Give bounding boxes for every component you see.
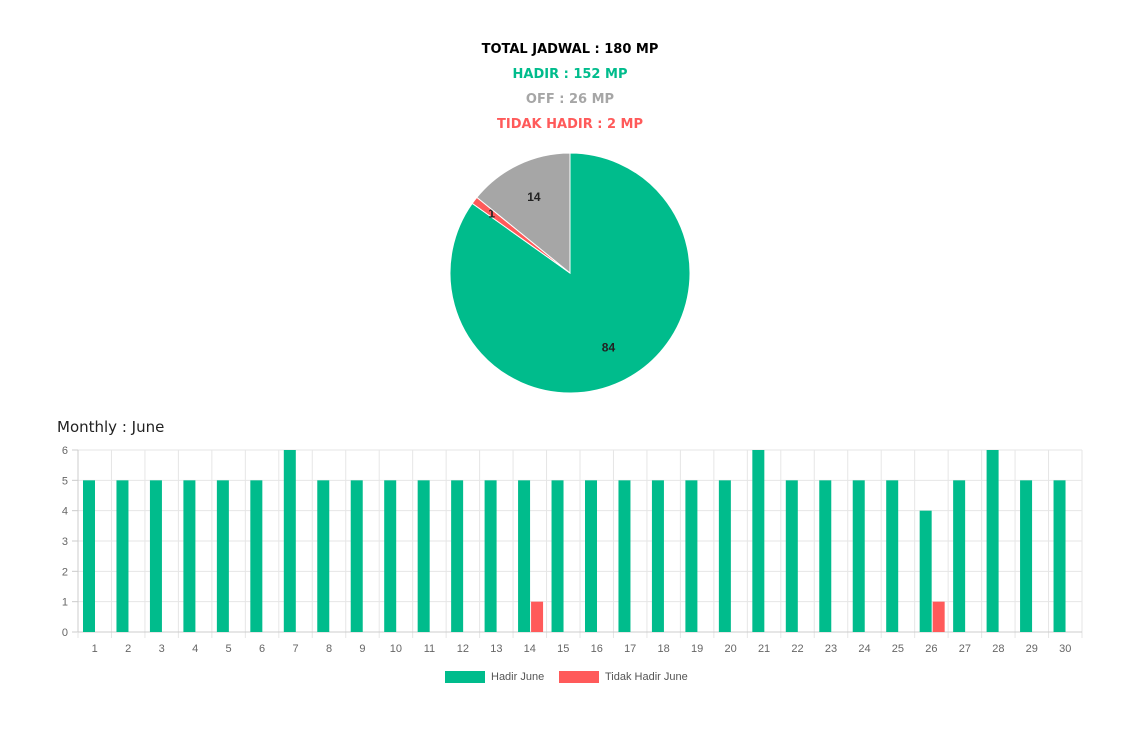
x-tick-label: 5 bbox=[226, 643, 232, 655]
x-tick-label: 28 bbox=[992, 643, 1004, 655]
bar-hadir[interactable] bbox=[518, 480, 531, 632]
x-tick-label: 25 bbox=[892, 643, 904, 655]
y-tick-label: 1 bbox=[62, 597, 68, 609]
y-tick-label: 6 bbox=[62, 445, 68, 457]
x-tick-label: 12 bbox=[457, 643, 469, 655]
x-tick-label: 6 bbox=[259, 643, 265, 655]
bar-hadir[interactable] bbox=[149, 480, 162, 632]
x-tick-label: 22 bbox=[791, 643, 803, 655]
legend-label-hadir: Hadir June bbox=[491, 671, 545, 683]
x-tick-label: 3 bbox=[159, 643, 165, 655]
x-tick-label: 4 bbox=[192, 643, 198, 655]
monthly-chart-title: Monthly : June bbox=[57, 418, 165, 436]
x-tick-label: 13 bbox=[490, 643, 502, 655]
bar-hadir[interactable] bbox=[250, 480, 263, 632]
bar-hadir[interactable] bbox=[852, 480, 865, 632]
bar-hadir[interactable] bbox=[785, 480, 798, 632]
legend-item-hadir[interactable]: Hadir June bbox=[445, 671, 544, 683]
x-tick-label: 17 bbox=[624, 643, 636, 655]
present-label: HADIR : 152 MP bbox=[512, 67, 628, 82]
x-tick-label: 26 bbox=[925, 643, 937, 655]
x-tick-label: 30 bbox=[1059, 643, 1071, 655]
bar-tidak-hadir[interactable] bbox=[932, 601, 945, 632]
bar-hadir[interactable] bbox=[551, 480, 564, 632]
x-tick-label: 8 bbox=[326, 643, 332, 655]
bar-hadir[interactable] bbox=[953, 480, 966, 632]
bar-hadir[interactable] bbox=[919, 510, 932, 632]
legend-swatch-tidak-hadir bbox=[559, 671, 599, 683]
bar-hadir[interactable] bbox=[216, 480, 229, 632]
bar-hadir[interactable] bbox=[1053, 480, 1066, 632]
bar-hadir[interactable] bbox=[384, 480, 397, 632]
x-tick-label: 11 bbox=[424, 643, 435, 655]
x-tick-label: 7 bbox=[292, 643, 298, 655]
bar-hadir[interactable] bbox=[484, 480, 497, 632]
bar-hadir[interactable] bbox=[752, 450, 765, 632]
bar-hadir[interactable] bbox=[986, 450, 999, 632]
x-tick-label: 19 bbox=[691, 643, 703, 655]
x-tick-label: 27 bbox=[959, 643, 971, 655]
x-tick-label: 1 bbox=[92, 643, 98, 655]
y-tick-label: 3 bbox=[62, 536, 68, 548]
pie-slice-off[interactable] bbox=[476, 152, 571, 275]
x-tick-label: 2 bbox=[125, 643, 131, 655]
off-label: OFF : 26 MP bbox=[525, 92, 615, 107]
attendance-pie-chart: 84 1 14 bbox=[449, 152, 691, 394]
x-tick-label: 20 bbox=[724, 643, 736, 655]
total-schedule-label: TOTAL JADWAL : 180 MP bbox=[481, 42, 659, 57]
x-tick-label: 24 bbox=[858, 643, 870, 655]
bar-hadir[interactable] bbox=[819, 480, 832, 632]
pie-slice-label: 1 bbox=[488, 206, 495, 220]
x-tick-label: 18 bbox=[658, 643, 670, 655]
legend-swatch-hadir bbox=[445, 671, 485, 683]
absent-label: TIDAK HADIR : 2 MP bbox=[496, 117, 644, 132]
bar-hadir[interactable] bbox=[116, 480, 129, 632]
bar-hadir[interactable] bbox=[283, 450, 296, 632]
x-tick-label: 21 bbox=[758, 643, 770, 655]
bar-hadir[interactable] bbox=[685, 480, 698, 632]
legend-label-tidak-hadir: Tidak Hadir June bbox=[605, 671, 688, 683]
x-tick-label: 15 bbox=[557, 643, 569, 655]
bar-hadir[interactable] bbox=[886, 480, 899, 632]
bar-hadir[interactable] bbox=[585, 480, 597, 632]
bar-hadir[interactable] bbox=[350, 480, 363, 632]
bar-hadir[interactable] bbox=[183, 480, 196, 632]
y-tick-label: 5 bbox=[62, 475, 68, 487]
x-tick-label: 29 bbox=[1026, 643, 1038, 655]
bar-hadir[interactable] bbox=[417, 480, 430, 632]
bar-hadir[interactable] bbox=[618, 480, 631, 632]
y-tick-label: 4 bbox=[62, 506, 68, 518]
x-tick-label: 16 bbox=[591, 643, 603, 655]
x-tick-label: 9 bbox=[359, 643, 365, 655]
bar-hadir[interactable] bbox=[83, 480, 95, 632]
legend-item-tidak-hadir[interactable]: Tidak Hadir June bbox=[559, 671, 688, 683]
bar-hadir[interactable] bbox=[651, 480, 664, 632]
x-tick-label: 23 bbox=[825, 643, 837, 655]
bar-hadir[interactable] bbox=[1020, 480, 1033, 632]
bar-tidak-hadir[interactable] bbox=[531, 601, 544, 632]
y-tick-label: 2 bbox=[62, 566, 68, 578]
bar-hadir[interactable] bbox=[317, 480, 330, 632]
y-tick-label: 0 bbox=[62, 627, 68, 639]
pie-slice-label: 84 bbox=[602, 341, 616, 355]
bar-hadir[interactable] bbox=[718, 480, 731, 632]
pie-slice-label: 14 bbox=[527, 190, 541, 204]
x-tick-label: 10 bbox=[390, 643, 402, 655]
x-tick-label: 14 bbox=[524, 643, 536, 655]
bar-hadir[interactable] bbox=[451, 480, 464, 632]
